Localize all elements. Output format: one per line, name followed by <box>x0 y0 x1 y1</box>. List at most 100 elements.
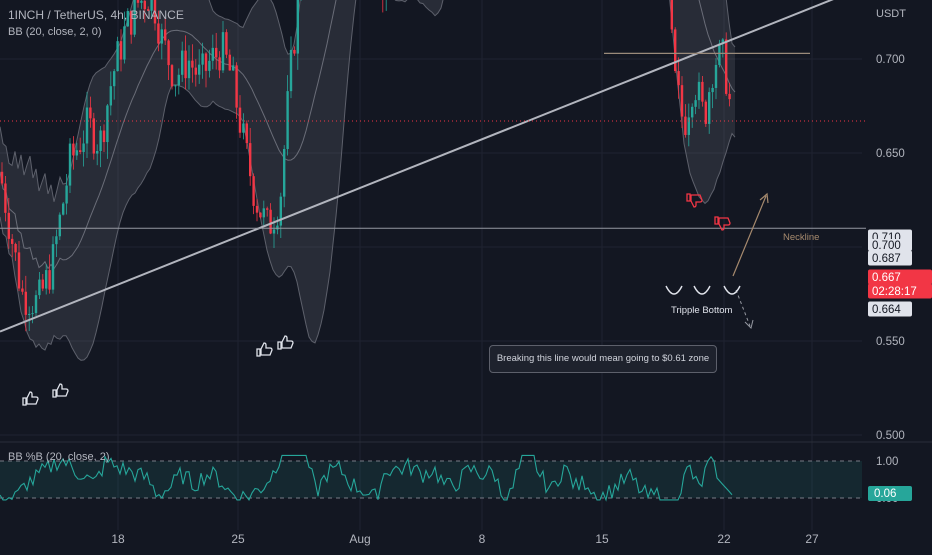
candle-body <box>157 23 160 44</box>
candle-body <box>289 49 293 92</box>
candle-body <box>714 64 718 88</box>
price-tick: 0.550 <box>876 336 905 348</box>
price-tag: 0.687 <box>872 253 901 265</box>
candle-body <box>79 150 82 152</box>
bollinger-basis <box>0 0 736 270</box>
candle-body <box>194 67 197 75</box>
candle-body <box>221 32 225 71</box>
thumbs-up-icon <box>52 383 69 398</box>
candle-body <box>109 86 112 106</box>
neckline-label: Neckline <box>783 232 819 243</box>
candle-body <box>204 53 208 71</box>
projection-up-arrowhead <box>759 192 769 204</box>
thumbs-up-icon <box>277 335 294 350</box>
candle-body <box>701 81 704 102</box>
candle-body <box>119 41 123 60</box>
candle-body <box>126 11 129 27</box>
candle-body <box>249 143 252 177</box>
candle-body <box>208 60 211 71</box>
candle-body <box>252 176 255 206</box>
candle-body <box>174 85 177 87</box>
thumbs-up-icon <box>256 342 273 357</box>
projection-up-arrow <box>732 195 767 277</box>
bottom-arc <box>665 285 683 295</box>
price-tag: 02:28:17 <box>872 286 917 298</box>
candle-body <box>718 43 721 65</box>
candle-body <box>4 183 7 213</box>
candle-body <box>62 203 65 215</box>
candle-body <box>160 29 163 44</box>
candle-body <box>670 0 673 30</box>
time-tick: 25 <box>231 532 245 546</box>
candle-body <box>41 279 44 289</box>
candle-body <box>150 0 153 11</box>
candle-body <box>725 39 728 94</box>
candle-body <box>255 205 259 213</box>
bollinger-lower <box>0 0 736 361</box>
candle-body <box>711 87 714 93</box>
candle-body <box>147 9 150 11</box>
candle-body <box>24 291 27 315</box>
candle-body <box>680 85 684 117</box>
candle-body <box>0 171 4 184</box>
candle-body <box>293 49 296 54</box>
candle-body <box>259 212 262 218</box>
time-tick: Aug <box>349 532 370 546</box>
callout-note: Breaking this line would mean going to $… <box>489 345 717 373</box>
price-tag: 0.700 <box>872 240 901 252</box>
time-tick: 22 <box>717 532 731 546</box>
osc-tag: 0.06 <box>874 488 896 500</box>
candle-body <box>721 39 724 44</box>
candle-body <box>691 106 694 118</box>
candle-body <box>55 236 58 245</box>
osc-line <box>0 454 733 502</box>
candle-body <box>225 32 228 55</box>
candle-body <box>85 107 89 144</box>
candle-body <box>34 295 38 314</box>
thumbs-down-icon <box>714 216 731 231</box>
osc-tag-bg <box>868 486 912 501</box>
candle-body <box>31 313 34 315</box>
price-tick: 0.650 <box>876 148 905 160</box>
pattern-label: Tripple Bottom <box>671 305 733 316</box>
candle-body <box>7 212 10 239</box>
price-tag-bg <box>868 239 912 251</box>
price-tick: 0.700 <box>876 54 905 66</box>
candle-body <box>238 107 242 133</box>
candle-body <box>106 105 109 143</box>
candle-body <box>728 93 731 100</box>
candle-body <box>51 244 55 290</box>
candle-body <box>708 92 711 124</box>
candle-body <box>68 143 72 186</box>
candle-body <box>269 209 272 234</box>
time-tick: 15 <box>595 532 609 546</box>
osc-band-fill <box>0 461 862 498</box>
bottom-arc <box>693 285 711 295</box>
bottom-arc <box>723 285 741 295</box>
candle-body <box>266 208 269 210</box>
candle-body <box>177 74 180 86</box>
candle-body <box>48 270 51 290</box>
candle-body <box>697 81 701 101</box>
time-tick: 8 <box>479 532 486 546</box>
symbol-title: 1INCH / TetherUS, 4h, BINANCE <box>8 8 184 22</box>
candle-body <box>296 0 299 54</box>
candle-body <box>215 47 218 58</box>
price-tag-bg <box>868 269 932 285</box>
candle-body <box>38 279 41 296</box>
candle-body <box>75 150 78 156</box>
candle-body <box>276 225 279 230</box>
candle-body <box>92 118 95 154</box>
candle-body <box>694 100 697 107</box>
candle-body <box>181 50 184 75</box>
candle-body <box>65 185 68 204</box>
candle-body <box>153 0 157 24</box>
price-tick: 0.500 <box>876 430 905 442</box>
candle-body <box>96 150 99 154</box>
candle-body <box>704 101 707 124</box>
candle-body <box>99 130 102 151</box>
candle-body <box>286 91 289 150</box>
candle-body <box>82 143 85 152</box>
